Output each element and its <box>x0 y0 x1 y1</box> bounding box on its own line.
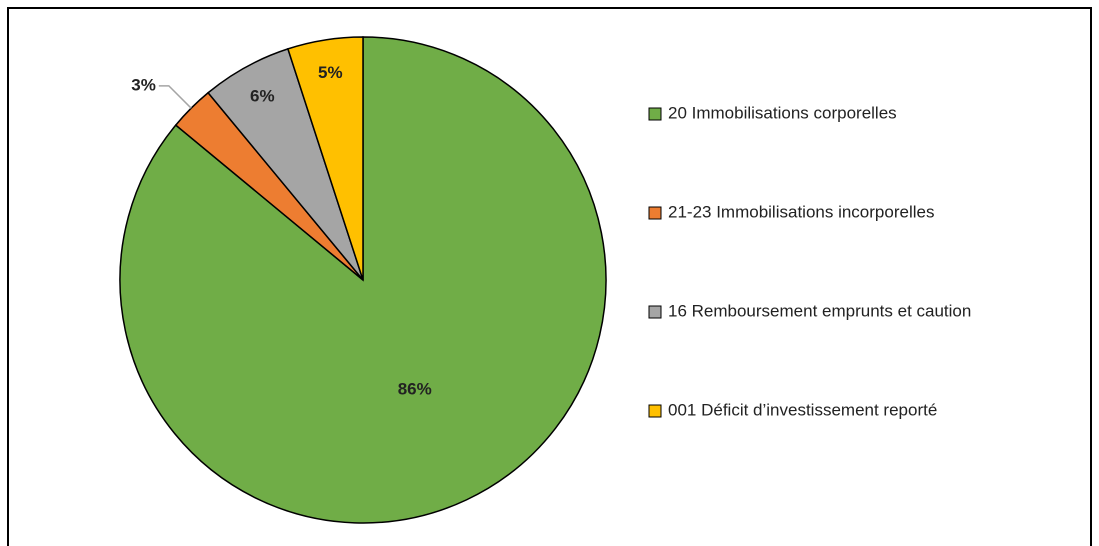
pie-slice <box>286 36 364 281</box>
leader-line <box>158 85 192 109</box>
data-label: 6% <box>250 86 275 105</box>
legend-swatch <box>648 107 662 121</box>
frame <box>7 7 1092 546</box>
legend-label: 20 Immobilisations corporelles <box>668 103 897 122</box>
legend-label: 001 Déficit d’investissement reporté <box>668 400 937 419</box>
data-label: 5% <box>318 63 343 82</box>
legend-label: 16 Remboursement emprunts et caution <box>668 301 971 320</box>
legend-swatch <box>648 206 662 220</box>
legend-swatch <box>648 305 662 319</box>
data-label: 86% <box>398 379 432 398</box>
legend-swatch <box>648 404 662 418</box>
legend-label: 21-23 Immobilisations incorporelles <box>668 202 934 221</box>
data-label: 3% <box>131 75 156 94</box>
